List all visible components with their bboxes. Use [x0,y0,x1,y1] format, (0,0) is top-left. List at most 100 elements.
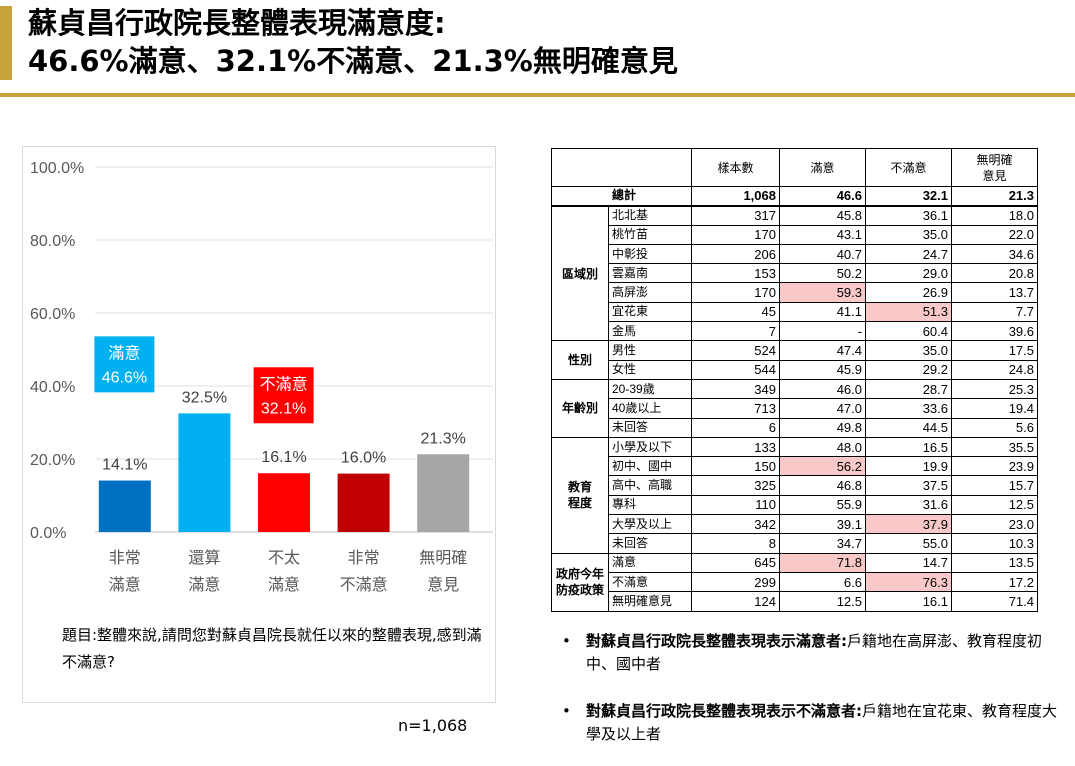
group-label: 性別 [551,340,609,380]
row-label: 大學及以上 [608,514,692,535]
table-total-row: 總計 1,068 46.6 32.1 21.3 [551,185,1038,207]
highlighted-value: 56.2 [779,456,866,477]
row-value: 71.4 [951,591,1038,612]
table-row: 教育 程度 小學及以下 133 48.0 16.5 35.5 [551,436,1038,554]
row-label: 桃竹苗 [608,224,692,245]
table-row: 女性 544 45.9 29.2 24.8 [552,359,1038,380]
callout-value: 32.1% [261,400,306,417]
table-row: 雲嘉南 153 50.2 29.0 20.8 [552,263,1038,284]
total-value: 1,068 [691,185,780,207]
row-value: 124 [691,591,780,612]
row-value: 24.7 [865,243,952,265]
callout-label: 滿意 [108,343,140,362]
row-value: 524 [691,340,780,361]
column-header: 無明確 意見 [951,148,1038,187]
row-value: 39.1 [779,514,866,535]
row-value: 325 [691,475,780,496]
column-header: 樣本數 [691,148,780,187]
row-value: 6 [691,417,780,438]
row-value: 47.0 [779,398,866,419]
row-value: 342 [691,514,780,535]
row-value: 12.5 [951,494,1038,516]
y-tick-label: 40.0% [30,379,75,396]
crosstab-table: 樣本數 滿意 不滿意 無明確 意見 總計 1,068 46.6 32.1 21.3 區域別 北北基 31… [551,148,1038,612]
row-value: 48.0 [779,436,866,458]
note-text: 戶籍地在宜花東、教育程度大學及以上者 [586,702,1058,743]
table-row: 政府今年 防疫政策 滿意 645 71.8 14.7 13.5 [551,552,1038,612]
row-value: 299 [691,571,780,593]
row-value: 47.4 [779,340,866,361]
group-label: 區域別 [551,205,609,342]
total-value: 32.1 [865,185,952,207]
table-row: 40歲以上 713 47.0 33.6 19.4 [552,398,1038,419]
row-value: 26.9 [865,282,952,303]
row-value: 40.7 [779,243,866,265]
total-value: 46.6 [779,185,866,207]
row-value: 16.5 [865,436,952,458]
note-heading: 對蘇貞昌行政院長整體表現表示滿意者: [586,632,848,650]
row-label: 宜花東 [608,301,692,323]
x-category-label: 還算 [188,548,220,567]
row-label: 20-39歲 [608,378,692,400]
row-value: 15.7 [951,475,1038,496]
row-value: 17.2 [951,571,1038,593]
table-row: 大學及以上 342 39.1 37.9 23.0 [552,514,1038,535]
row-value: 50.2 [779,263,866,284]
row-label: 雲嘉南 [608,263,692,284]
title-line-1: 蘇貞昌行政院長整體表現滿意度: [28,6,446,40]
table-row: 初中、國中 150 56.2 19.9 23.9 [552,456,1038,477]
table-row: 年齡別 20-39歲 349 46.0 28.7 25.3 [551,378,1038,438]
row-value: 16.1 [865,591,952,612]
row-value: 23.9 [951,456,1038,477]
bar-value-label: 32.5% [182,389,227,406]
row-value: 45 [691,301,780,323]
y-tick-label: 80.0% [30,233,75,250]
table-row: 桃竹苗 170 43.1 35.0 22.0 [552,224,1038,245]
row-value: 34.6 [951,243,1038,265]
bar-value-label: 16.1% [261,449,306,466]
table-row: 未回答 6 49.8 44.5 5.6 [552,417,1038,438]
y-tick-label: 60.0% [30,306,75,323]
row-value: 55.0 [865,533,952,554]
row-value: 110 [691,494,780,516]
row-value: 170 [691,282,780,303]
row-value: 713 [691,398,780,419]
row-label: 初中、國中 [608,456,692,477]
note-heading: 對蘇貞昌行政院長整體表現表示不滿意者: [586,702,863,720]
row-value: 13.5 [951,552,1038,573]
row-value: 29.2 [865,359,952,380]
table-row: 專科 110 55.9 31.6 12.5 [552,494,1038,516]
page-title: 蘇貞昌行政院長整體表現滿意度: 46.6%滿意、32.1%不滿意、21.3%無明… [28,4,678,80]
bar [337,473,390,532]
group-label: 政府今年 防疫政策 [551,552,609,612]
finding-note: • 對蘇貞昌行政院長整體表現表示不滿意者:戶籍地在宜花東、教育程度大學及以上者 [562,700,1062,746]
row-label: 無明確意見 [608,591,692,612]
findings-notes: • 對蘇貞昌行政院長整體表現表示滿意者:戶籍地在高屏澎、教育程度初中、國中者 • 對蘇… [562,630,1062,766]
row-label: 北北基 [608,205,692,226]
row-label: 未回答 [608,533,692,554]
row-value: 317 [691,205,780,226]
row-label: 40歲以上 [608,398,692,419]
row-value: 18.0 [951,205,1038,226]
y-tick-label: 0.0% [30,525,66,542]
row-value: 10.3 [951,533,1038,554]
row-value: 28.7 [865,378,952,400]
row-value: 645 [691,552,780,573]
bar-value-label: 14.1% [102,457,147,474]
row-value: - [779,321,866,342]
row-value: 39.6 [951,321,1038,342]
y-tick-label: 20.0% [30,452,75,469]
row-label: 滿意 [608,552,692,573]
row-label: 中彰投 [608,243,692,265]
highlighted-value: 59.3 [779,282,866,303]
row-value: 35.0 [865,340,952,361]
row-value: 60.4 [865,321,952,342]
row-value: 206 [691,243,780,265]
row-value: 46.8 [779,475,866,496]
title-underline [0,93,1075,97]
highlighted-value: 37.9 [865,514,952,535]
table-row: 區域別 北北基 317 45.8 36.1 18.0 [551,205,1038,342]
callout-box [253,367,314,424]
row-value: 41.1 [779,301,866,323]
total-value: 21.3 [951,185,1038,207]
